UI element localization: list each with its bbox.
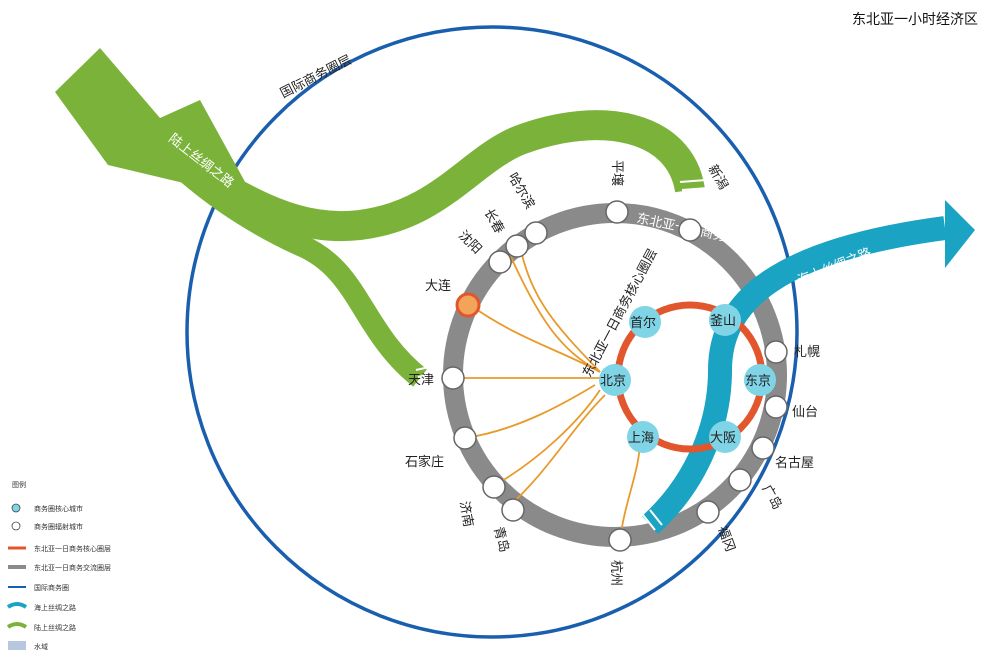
legend-item: 东北亚一日商务交流圈层	[34, 563, 111, 572]
ring-city-label: 青岛	[490, 525, 512, 554]
core-city-dot	[627, 421, 659, 453]
sea-route-arrowhead	[945, 200, 975, 268]
legend-item: 商务圈辐射城市	[34, 522, 83, 531]
ring-city-label: 札幌	[794, 344, 820, 360]
core-city-dot	[744, 364, 776, 396]
core-city-dot	[709, 421, 741, 453]
legend-item: 国际商务圈	[34, 583, 69, 592]
legend-sea-route-swatch	[6, 602, 28, 609]
land-route	[55, 48, 709, 387]
core-city-label: 大阪	[710, 431, 736, 446]
outer-ring-label: 国际商务圈层	[278, 52, 355, 102]
core-city-label: 东京	[745, 374, 771, 389]
ring-city-label: 仙台	[792, 405, 818, 420]
legend-water-swatch	[8, 641, 26, 650]
legend: 图例 商务圈核心城市 商务圈辐射城市 东北亚一日商务核心圈层 东北亚一日商务交流…	[6, 480, 111, 651]
ring-city-label: 济南	[456, 500, 476, 528]
ring-city-nodes	[441, 200, 788, 552]
ring-city-label: 大连	[425, 278, 451, 294]
outer-ring	[185, 25, 799, 639]
core-city-nodes: 首尔 釜山 北京 东京 上海 大阪	[599, 304, 776, 453]
legend-core-city-icon	[11, 503, 21, 513]
ring-city-label: 天津	[408, 373, 434, 388]
ring-city-label: 长春	[481, 207, 507, 237]
legend-land-route-swatch	[6, 622, 28, 629]
ring-city-label: 哈尔滨	[505, 170, 538, 212]
legend-item: 陆上丝绸之路	[34, 623, 76, 632]
legend-item: 东北亚一日商务核心圈层	[34, 544, 111, 553]
legend-ring-city-icon	[11, 521, 21, 531]
legend-item: 海上丝绸之路	[34, 603, 76, 612]
core-city-label: 北京	[600, 374, 626, 389]
legend-item: 商务圈核心城市	[34, 504, 83, 513]
core-city-label: 上海	[628, 431, 654, 446]
ring-city-label: 名古屋	[775, 455, 814, 471]
core-city-dot	[709, 304, 741, 336]
core-city-label: 釜山	[710, 314, 736, 329]
core-city-label: 首尔	[630, 316, 656, 331]
core-city-dot	[599, 364, 631, 396]
ring-city-label: 杭州	[608, 560, 623, 586]
land-route-arrowhead	[55, 48, 255, 200]
ring-city-label: 石家庄	[405, 454, 444, 470]
ring-city-label: 沈阳	[455, 228, 484, 257]
core-city-dot	[629, 306, 661, 338]
connector-lines	[454, 244, 641, 541]
legend-item: 水域	[34, 642, 48, 651]
ring-city-label: 平壤	[609, 160, 625, 186]
ring-city-label: 广岛	[759, 482, 786, 513]
sea-route	[641, 200, 975, 534]
ring-city-label: 新潟	[705, 162, 732, 193]
legend-title: 图例	[12, 480, 26, 489]
diagram-title: 东北亚一小时经济区	[852, 12, 978, 28]
